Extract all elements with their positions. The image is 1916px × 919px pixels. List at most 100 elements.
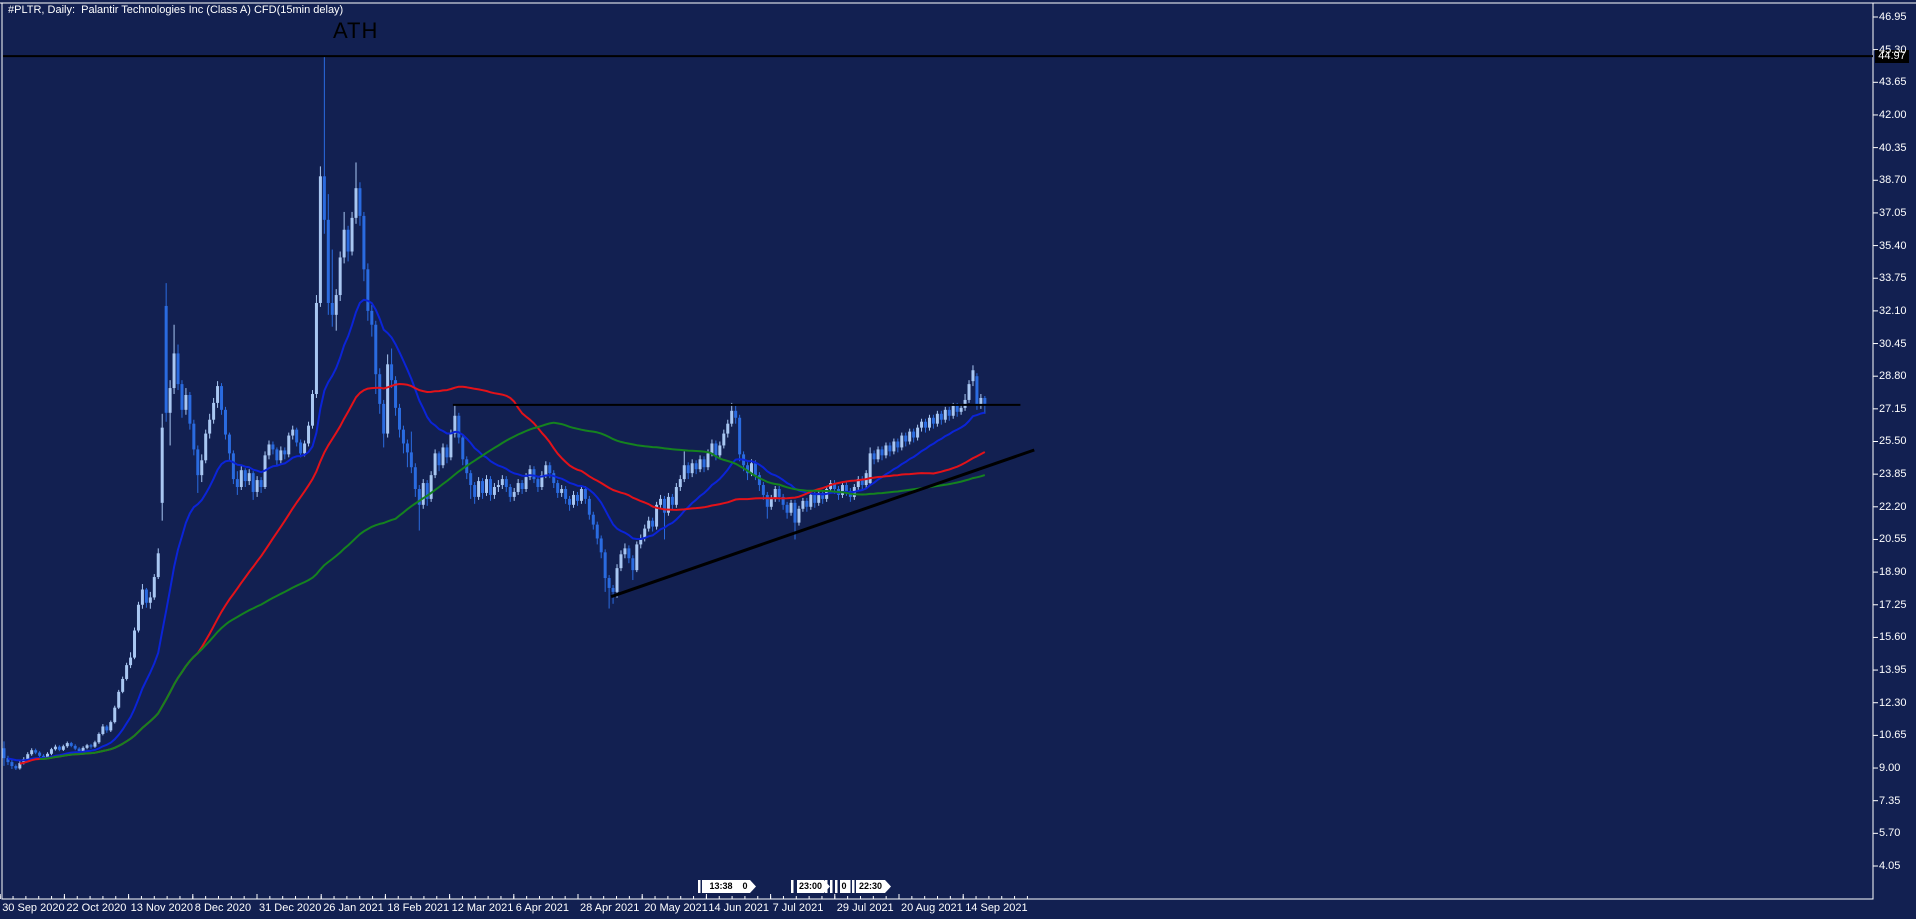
candle-body [492, 487, 496, 495]
candle-body [398, 407, 401, 430]
candle-body [927, 417, 931, 428]
ma-slow-line[interactable] [39, 421, 986, 760]
candle-body [512, 491, 516, 497]
time-axis-label: 6 Apr 2021 [515, 902, 570, 914]
candle-body [38, 752, 42, 756]
candle-body [477, 481, 481, 497]
candle-body [184, 394, 188, 410]
vline-time-tag-label: 22:30 [858, 881, 883, 891]
candle-body [152, 577, 156, 598]
chart-title: #PLTR, Daily: Palantir Technologies Inc … [8, 4, 344, 16]
candle-body [121, 678, 125, 692]
candle-body [769, 498, 773, 507]
candle-body [655, 504, 659, 527]
price-axis-label: 23.85 [1879, 468, 1907, 481]
time-axis-label: 22 Oct 2020 [66, 902, 127, 914]
candle-body [500, 479, 504, 486]
candle-body [136, 604, 140, 631]
candle-body [6, 758, 10, 763]
candle-body [188, 394, 192, 424]
candle-body [817, 492, 821, 503]
ma-fast-line[interactable] [7, 298, 986, 762]
time-tag-sliver [852, 880, 855, 893]
candle-body [140, 589, 144, 605]
price-axis-label: 5.70 [1879, 827, 1901, 840]
candle-body [469, 473, 473, 486]
candle-body [698, 459, 702, 470]
price-axis-label: 42.00 [1879, 108, 1907, 121]
candle-body [651, 520, 655, 527]
candle-body [299, 442, 303, 454]
time-axis-label: 13 Nov 2020 [130, 902, 193, 914]
time-axis-label: 29 Jul 2021 [836, 902, 894, 914]
candle-body [670, 496, 674, 505]
candle-body [947, 409, 951, 416]
candle-body [532, 469, 536, 480]
candle-body [496, 485, 500, 488]
time-tag-sliver [848, 880, 851, 893]
time-axis-label: 12 Mar 2021 [451, 902, 514, 914]
candle-body [516, 483, 520, 492]
candle-body [678, 479, 682, 488]
price-axis-label: 7.35 [1879, 794, 1901, 807]
candle-body [164, 305, 168, 413]
ma-medium-line[interactable] [19, 383, 986, 765]
vline-time-tag[interactable] [740, 880, 756, 893]
candle-body [350, 217, 354, 252]
candle-body [176, 353, 180, 385]
candle-body [797, 508, 801, 523]
candle-body [295, 429, 299, 443]
price-axis-label: 17.25 [1879, 598, 1907, 611]
time-axis-label: 20 May 2021 [644, 902, 708, 914]
candle-body [42, 755, 46, 759]
candle-body [540, 475, 544, 488]
candle-body [773, 488, 777, 499]
candle-body [777, 488, 781, 497]
price-axis-label: 43.65 [1879, 76, 1907, 89]
candle-body [125, 665, 129, 679]
candle-body [615, 568, 619, 592]
candle-body [485, 479, 489, 493]
candle-body [362, 215, 366, 270]
candle-body [951, 405, 955, 416]
price-axis-label: 45.30 [1879, 43, 1907, 56]
candle-body [880, 449, 884, 456]
candle-body [386, 364, 390, 434]
candle-body [611, 587, 615, 592]
candle-body [710, 443, 714, 454]
candle-body [449, 433, 453, 458]
candle-body [623, 548, 627, 555]
candle-body [77, 748, 81, 752]
candle-body [330, 302, 334, 315]
candle-body [631, 558, 635, 571]
candle-body [14, 766, 18, 769]
vline-time-tag[interactable] [702, 880, 740, 893]
candle-body [714, 443, 718, 456]
price-axis-label: 22.20 [1879, 500, 1907, 513]
candle-body [405, 443, 409, 453]
candle-body [568, 498, 572, 505]
vline-time-tag[interactable] [797, 880, 830, 893]
candle-body [65, 743, 69, 747]
candle-body [753, 463, 757, 476]
candle-body [358, 188, 362, 216]
candle-body [813, 494, 817, 503]
ath-annotation[interactable]: ATH [333, 18, 379, 43]
candle-body [160, 427, 164, 503]
candle-body [117, 691, 121, 708]
candle-body [833, 483, 837, 489]
time-axis-label: 26 Jan 2021 [323, 902, 384, 914]
candle-body [334, 295, 338, 315]
vline-time-tag[interactable] [840, 880, 848, 893]
price-axis-label: 46.95 [1879, 11, 1907, 23]
candle-body [749, 463, 753, 474]
vline-time-tag[interactable] [856, 880, 891, 893]
candle-body [619, 554, 623, 569]
candle-body [401, 429, 405, 444]
candle-body [726, 423, 730, 434]
candle-body [544, 465, 548, 476]
price-axis-label: 20.55 [1879, 533, 1907, 546]
trendline[interactable] [610, 448, 1035, 599]
candle-body [583, 488, 587, 499]
